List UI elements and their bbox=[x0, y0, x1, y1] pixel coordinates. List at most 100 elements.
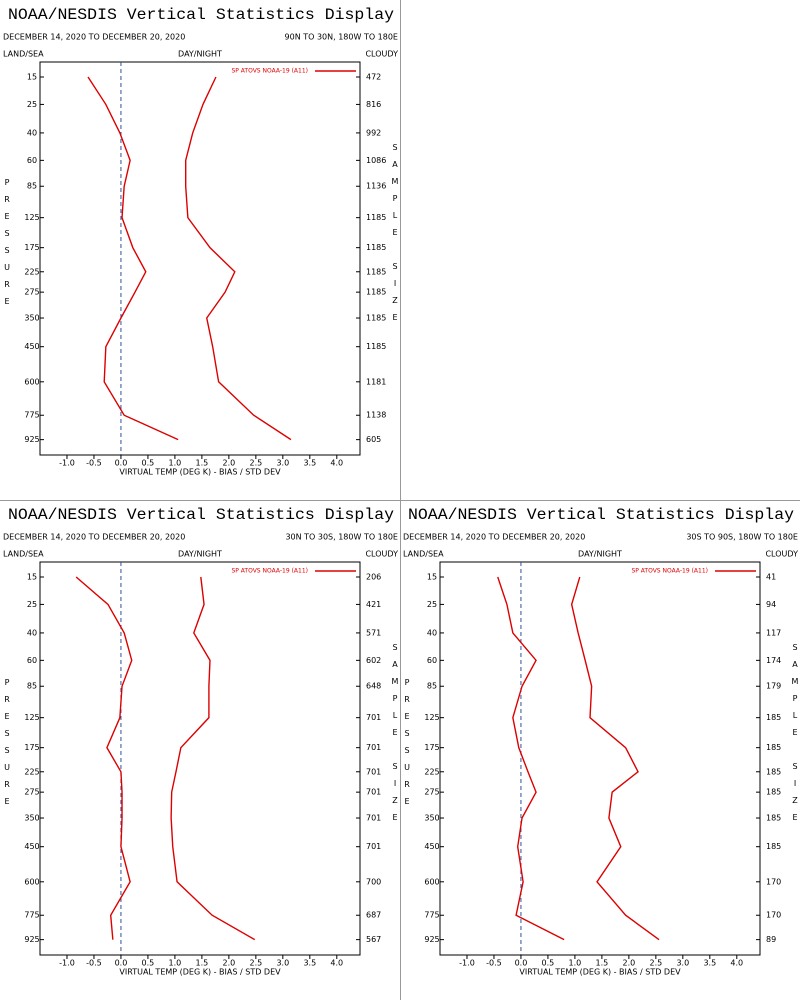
pressure-label: 175 bbox=[24, 243, 39, 252]
sample-size: 41 bbox=[766, 573, 776, 582]
bias-line bbox=[497, 576, 565, 941]
sample-size: 170 bbox=[766, 911, 781, 920]
std-dev-line bbox=[570, 576, 660, 941]
sample-size: 701 bbox=[366, 743, 381, 752]
sample-size: 571 bbox=[366, 628, 381, 637]
x-tick-label: 3.5 bbox=[303, 459, 316, 468]
x-tick-label: -1.0 bbox=[59, 459, 75, 468]
pressure-label: 40 bbox=[427, 628, 437, 637]
pressure-label: 350 bbox=[424, 814, 439, 823]
panel-title: NOAA/NESDIS Vertical Statistics Display bbox=[8, 506, 394, 524]
pressure-label: 85 bbox=[27, 182, 37, 191]
sample-size: 170 bbox=[766, 877, 781, 886]
sample-size: 185 bbox=[766, 743, 781, 752]
sample-size: 206 bbox=[366, 573, 381, 582]
cloudy: CLOUDY bbox=[765, 550, 798, 559]
x-tick-label: 1.5 bbox=[196, 459, 209, 468]
sample-size: 185 bbox=[766, 814, 781, 823]
sample-size: 185 bbox=[766, 842, 781, 851]
sample-size: 648 bbox=[366, 682, 381, 691]
x-tick-label: 2.5 bbox=[249, 459, 262, 468]
pressure-label: 925 bbox=[424, 935, 439, 944]
pressure-label: 350 bbox=[24, 814, 39, 823]
sample-size: 1185 bbox=[366, 314, 386, 323]
pressure-label: 450 bbox=[424, 842, 439, 851]
panel-title: NOAA/NESDIS Vertical Statistics Display bbox=[8, 6, 394, 24]
pressure-label: 175 bbox=[24, 743, 39, 752]
sample-size: 1136 bbox=[366, 182, 386, 191]
sample-size: 701 bbox=[366, 788, 381, 797]
sample-size: 94 bbox=[766, 600, 776, 609]
sample-size: 1086 bbox=[366, 156, 386, 165]
date-range: DECEMBER 14, 2020 TO DECEMBER 20, 2020 bbox=[3, 33, 185, 42]
sample-size: 185 bbox=[766, 713, 781, 722]
x-tick-label: 4.0 bbox=[730, 959, 743, 968]
pressure-label: 125 bbox=[424, 713, 439, 722]
pressure-label: 925 bbox=[24, 935, 39, 944]
land-sea: LAND/SEA bbox=[3, 550, 44, 559]
plot-frame bbox=[39, 561, 361, 956]
bias-line bbox=[75, 576, 133, 940]
pressure-label: 60 bbox=[27, 156, 37, 165]
cloudy: CLOUDY bbox=[365, 550, 398, 559]
pressure-label: 275 bbox=[24, 788, 39, 797]
pressure-label: 15 bbox=[27, 73, 37, 82]
x-axis-label: VIRTUAL TEMP (DEG K) - BIAS / STD DEV bbox=[119, 968, 281, 977]
pressure-label: 175 bbox=[424, 743, 439, 752]
pressure-label: 25 bbox=[27, 100, 37, 109]
sample-size: 1185 bbox=[366, 243, 386, 252]
panel-title: NOAA/NESDIS Vertical Statistics Display bbox=[408, 506, 794, 524]
pressure-label: 15 bbox=[27, 573, 37, 582]
region: 30N TO 30S, 180W TO 180E bbox=[285, 533, 398, 542]
x-tick-label: 0.0 bbox=[115, 959, 128, 968]
plot-frame bbox=[39, 61, 361, 456]
x-tick-label: 3.5 bbox=[703, 959, 716, 968]
x-tick-label: 2.0 bbox=[223, 959, 236, 968]
pressure-label: 40 bbox=[27, 628, 37, 637]
x-tick-label: 4.0 bbox=[330, 459, 343, 468]
x-tick-label: 2.0 bbox=[223, 459, 236, 468]
sample-size: 687 bbox=[366, 911, 381, 920]
sample-size: 701 bbox=[366, 814, 381, 823]
land-sea: LAND/SEA bbox=[403, 550, 444, 559]
panel: NOAA/NESDIS Vertical Statistics Display D… bbox=[403, 506, 800, 976]
x-tick-label: 1.0 bbox=[569, 959, 582, 968]
sample-size: 89 bbox=[766, 935, 776, 944]
x-tick-label: -0.5 bbox=[86, 959, 102, 968]
sample-size: 117 bbox=[766, 628, 781, 637]
pressure-label: 600 bbox=[24, 377, 39, 386]
x-tick-label: 1.5 bbox=[196, 959, 209, 968]
legend-label: SP ATOVS NOAA-19 (A11) bbox=[231, 68, 308, 75]
sample-size: 1181 bbox=[366, 377, 386, 386]
x-tick-label: -1.0 bbox=[59, 959, 75, 968]
sample-size: 567 bbox=[366, 935, 381, 944]
pressure-label: 450 bbox=[24, 342, 39, 351]
pressure-label: 15 bbox=[427, 573, 437, 582]
x-tick-label: 0.5 bbox=[142, 959, 155, 968]
region: 90N TO 30N, 180W TO 180E bbox=[285, 33, 398, 42]
x-tick-label: -0.5 bbox=[486, 959, 502, 968]
sample-size: 174 bbox=[766, 656, 781, 665]
day-night: DAY/NIGHT bbox=[178, 550, 222, 559]
pressure-label: 275 bbox=[24, 288, 39, 297]
sample-size: 421 bbox=[366, 600, 381, 609]
sample-size: 602 bbox=[366, 656, 381, 665]
y-axis-label: PRESSURE bbox=[3, 678, 12, 814]
pressure-label: 600 bbox=[24, 877, 39, 886]
legend-label: SP ATOVS NOAA-19 (A11) bbox=[231, 568, 308, 575]
x-tick-label: 0.5 bbox=[542, 959, 555, 968]
std-dev-line bbox=[184, 76, 292, 441]
x-tick-label: 4.0 bbox=[330, 959, 343, 968]
sample-size: 816 bbox=[366, 100, 381, 109]
pressure-label: 125 bbox=[24, 713, 39, 722]
pressure-label: 350 bbox=[24, 314, 39, 323]
x-axis-label: VIRTUAL TEMP (DEG K) - BIAS / STD DEV bbox=[119, 468, 281, 477]
x-tick-label: 0.0 bbox=[115, 459, 128, 468]
x-tick-label: 3.0 bbox=[676, 959, 689, 968]
day-night: DAY/NIGHT bbox=[178, 50, 222, 59]
sample-size: 185 bbox=[766, 767, 781, 776]
land-sea: LAND/SEA bbox=[3, 50, 44, 59]
sample-size: 472 bbox=[366, 73, 381, 82]
x-tick-label: 2.0 bbox=[623, 959, 636, 968]
